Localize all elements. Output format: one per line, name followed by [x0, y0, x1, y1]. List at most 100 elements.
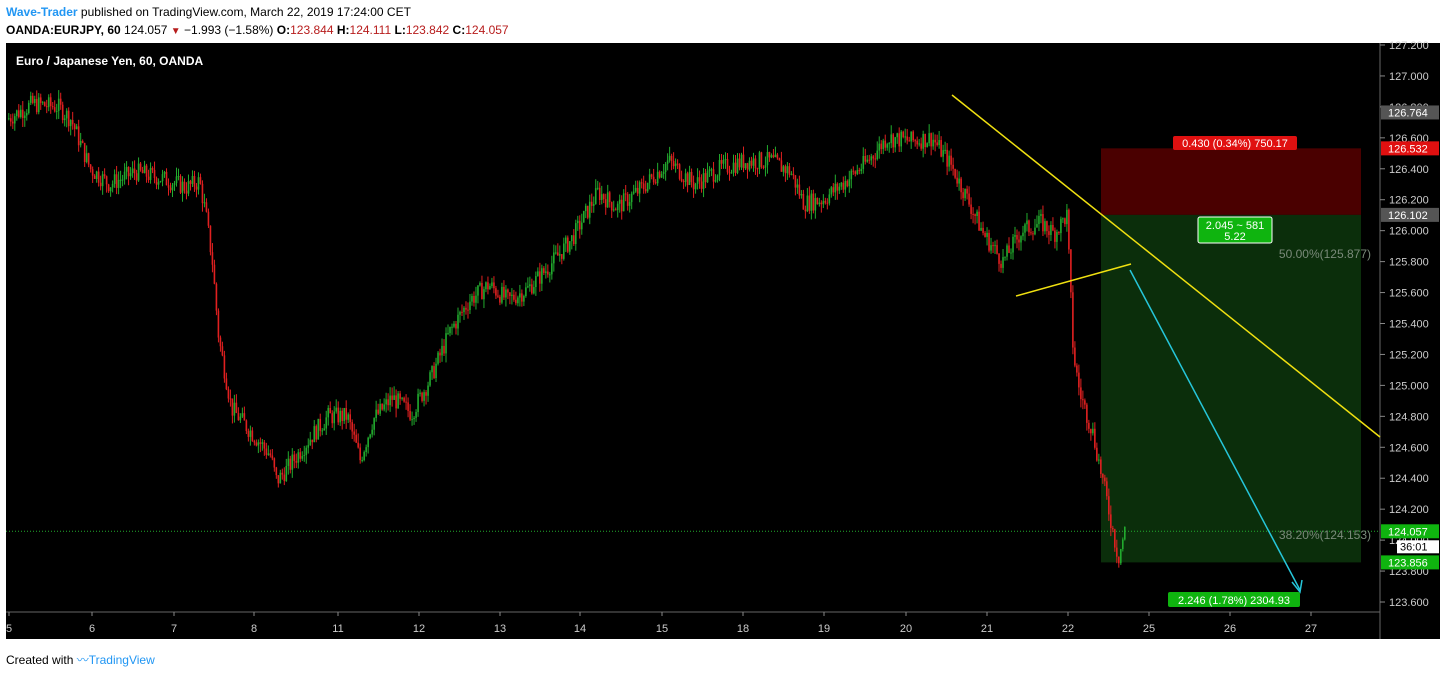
candle-body: [924, 133, 926, 148]
candle-body: [187, 181, 190, 194]
candle-body: [319, 418, 322, 431]
candle-body: [275, 467, 278, 476]
candle-body: [193, 175, 196, 187]
candle-body: [343, 407, 345, 421]
candle-body: [1018, 239, 1020, 243]
candle-body: [988, 232, 990, 251]
candle-body: [1006, 245, 1008, 257]
candle-body: [922, 133, 924, 149]
candle-body: [1012, 236, 1014, 253]
candle-body: [920, 143, 922, 149]
candle-body: [810, 193, 813, 211]
candle-body: [836, 183, 839, 191]
candle-body: [297, 452, 300, 463]
candle-body: [846, 180, 849, 187]
candle-body: [435, 363, 437, 379]
candle-body: [626, 194, 629, 206]
candle-body: [854, 171, 857, 174]
candle-body: [453, 323, 455, 327]
candle-body: [15, 110, 18, 117]
candle-body: [768, 151, 771, 158]
candle-body: [151, 167, 154, 170]
candle-body: [177, 176, 180, 178]
candle-body: [590, 201, 593, 206]
candle-body: [247, 431, 250, 437]
candle-body: [616, 203, 619, 211]
candle-body: [812, 193, 815, 211]
candle-body: [628, 202, 631, 206]
x-tick-label: 12: [413, 623, 425, 635]
candle-body: [844, 180, 847, 190]
tradingview-brand[interactable]: TradingView: [88, 653, 155, 667]
candle-body: [906, 136, 908, 141]
candle-body: [790, 173, 793, 175]
candle-body: [766, 151, 769, 166]
candle-body: [263, 442, 266, 449]
candle-body: [908, 140, 910, 142]
candle-body: [1024, 224, 1026, 233]
candle-body: [31, 95, 34, 103]
candle-body: [716, 175, 719, 181]
candle-body: [515, 299, 517, 304]
candle-body: [231, 398, 234, 416]
author-name[interactable]: Wave-Trader: [6, 5, 78, 19]
candle-body: [778, 158, 781, 161]
candle-body: [333, 411, 336, 424]
candle-body: [730, 172, 733, 174]
risk-reward-line1: 2.045 ~ 581: [1206, 220, 1264, 232]
candle-body: [431, 366, 433, 373]
candle-body: [313, 426, 316, 443]
candle-body: [45, 106, 48, 108]
candle-body: [161, 174, 164, 182]
candle-body: [361, 460, 363, 461]
candle-body: [273, 458, 276, 468]
candle-body: [910, 131, 912, 142]
candle-body: [948, 155, 950, 167]
candle-body: [155, 178, 158, 185]
candle-body: [896, 133, 899, 138]
candle-body: [51, 106, 54, 108]
candle-body: [461, 311, 463, 313]
candle-body: [417, 393, 419, 413]
candle-body: [195, 186, 198, 190]
candle-body: [702, 173, 705, 189]
candle-body: [347, 414, 349, 420]
candle-body: [519, 293, 521, 298]
risk-reward-line2: 5.22: [1224, 231, 1245, 243]
candle-body: [179, 176, 182, 193]
candle-body: [724, 159, 727, 161]
candle-body: [900, 131, 903, 147]
candle-body: [65, 110, 68, 119]
candle-body: [828, 194, 831, 204]
candle-body: [572, 235, 575, 244]
candle-body: [523, 296, 525, 302]
price-tag-box: [1381, 105, 1439, 120]
candle-body: [459, 311, 461, 315]
candle-body: [898, 133, 901, 147]
candle-body: [205, 202, 208, 212]
candle-body: [463, 307, 465, 313]
candle-body: [159, 181, 162, 183]
candle-body: [163, 171, 166, 175]
candle-body: [672, 160, 675, 167]
candle-body: [181, 181, 184, 193]
candle-body: [852, 170, 855, 172]
candle-body: [315, 426, 318, 440]
candle-body: [329, 407, 332, 414]
candle-body: [373, 417, 375, 430]
candle-body: [467, 309, 469, 311]
candle-body: [680, 178, 683, 182]
price-tag-box: [1381, 141, 1439, 156]
candle-body: [678, 164, 681, 179]
candle-body: [902, 131, 904, 138]
candle-body: [1120, 549, 1122, 564]
candle-body: [185, 190, 188, 194]
candle-body: [527, 286, 529, 288]
candle-body: [984, 232, 986, 237]
candle-body: [281, 472, 284, 475]
candle-body: [992, 245, 994, 247]
candle-body: [1076, 365, 1078, 373]
y-tick-label: 127.000: [1389, 71, 1429, 83]
candle-body: [1034, 227, 1036, 235]
